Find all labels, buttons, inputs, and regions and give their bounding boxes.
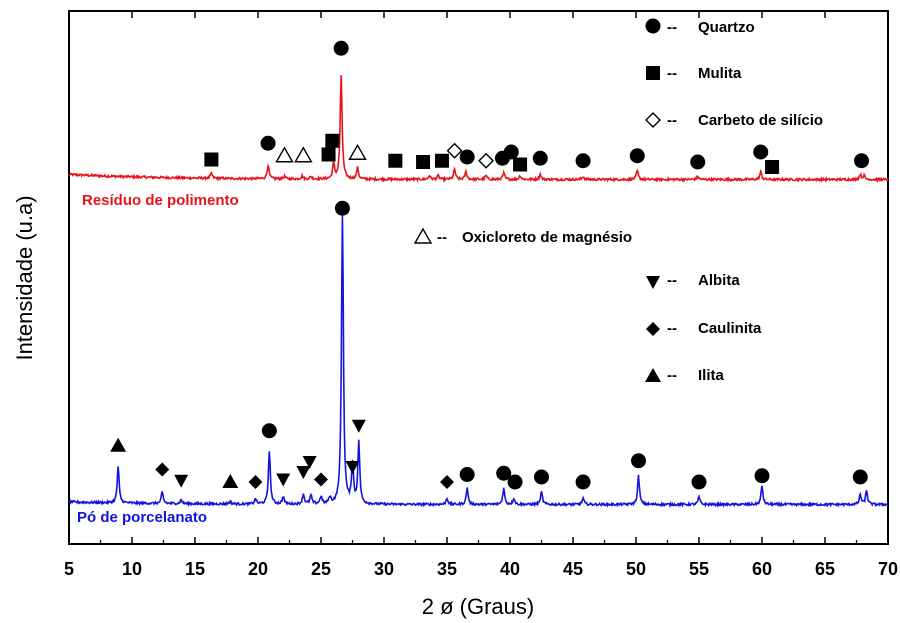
phase-marker-square	[325, 133, 340, 148]
phase-marker-square	[388, 153, 403, 168]
phase-marker-diamond	[248, 475, 263, 489]
legend-dash: --	[437, 229, 447, 246]
phase-marker-square	[204, 152, 219, 167]
phase-marker-square	[765, 160, 780, 174]
series-line	[68, 75, 889, 184]
phase-marker-circle	[459, 467, 475, 482]
phase-marker-circle	[854, 153, 870, 169]
phase-marker-square	[513, 157, 528, 172]
phase-marker-triangle	[645, 368, 661, 382]
x-tick-label: 20	[248, 559, 268, 579]
phase-marker-circle	[261, 423, 277, 439]
legend-dash: --	[667, 320, 677, 337]
phase-marker-circle	[334, 200, 350, 216]
x-tick-label: 30	[374, 559, 394, 579]
series-line	[68, 214, 889, 509]
phase-marker-triangle-open	[413, 227, 433, 244]
series-porcelanato	[68, 214, 889, 509]
legend-dash: --	[667, 367, 677, 384]
phase-marker-circle	[753, 144, 769, 160]
phase-marker-triangle-open	[348, 143, 367, 160]
phase-marker-circle	[532, 150, 548, 166]
phase-marker-circle	[631, 453, 647, 469]
phase-marker-triangle-down	[345, 461, 360, 474]
x-tick-label: 60	[752, 559, 772, 579]
phase-marker-circle	[852, 469, 868, 485]
phase-marker-diamond-open	[645, 112, 661, 128]
phase-marker-circle	[629, 148, 645, 164]
phase-marker-circle	[459, 149, 475, 165]
legend-label: Caulinita	[698, 320, 762, 337]
phase-marker-circle	[690, 154, 706, 170]
phase-marker-triangle-open	[275, 146, 294, 163]
x-tick-label: 35	[437, 559, 457, 579]
x-tick-label: 65	[815, 559, 835, 579]
x-axis-ticks: 5 10 15 20 25 30 35 40 45 50 55 60 65 70	[64, 11, 898, 579]
legend-label: Oxicloreto de magnésio	[462, 229, 632, 246]
legend-dash: --	[667, 112, 677, 129]
legend-label: Albita	[698, 272, 740, 289]
phase-marker-square	[416, 155, 431, 169]
phase-marker-circle	[754, 468, 770, 484]
legend-label: Ilita	[698, 367, 724, 384]
x-tick-label: 50	[626, 559, 646, 579]
phase-marker-circle	[534, 469, 549, 485]
phase-marker-square	[646, 66, 660, 80]
x-tick-label: 55	[689, 559, 709, 579]
phase-marker-triangle-down	[296, 466, 311, 479]
plot-area-frame	[68, 10, 889, 545]
phase-marker-triangle	[110, 437, 127, 452]
phase-marker-triangle-down	[174, 474, 189, 488]
x-tick-label: 10	[122, 559, 142, 579]
phase-marker-triangle-open	[294, 146, 313, 163]
legend-label: Quartzo	[698, 19, 755, 36]
series-label-residuo: Resíduo de polimento	[82, 192, 239, 209]
phase-marker-circle	[333, 40, 349, 56]
phase-marker-diamond-open	[478, 152, 495, 169]
phase-marker-circle	[575, 474, 591, 490]
phase-marker-diamond-open	[446, 142, 463, 159]
phase-marker-circle	[691, 474, 707, 490]
phase-marker-triangle-down	[646, 276, 660, 289]
phase-marker-triangle	[222, 474, 239, 488]
phase-marker-circle	[503, 144, 519, 160]
x-tick-label: 45	[563, 559, 583, 579]
legend-dash: --	[667, 65, 677, 82]
series-label-porcelanato: Pó de porcelanato	[77, 509, 207, 526]
x-tick-label: 15	[185, 559, 205, 579]
phase-marker-circle	[575, 153, 591, 169]
phase-marker-circle	[645, 18, 661, 34]
phase-marker-circle	[496, 465, 512, 481]
y-axis-title: Intensidade (u.a)	[12, 195, 37, 360]
phase-marker-square	[321, 147, 336, 162]
x-tick-label: 5	[64, 559, 74, 579]
x-tick-label: 70	[878, 559, 898, 579]
legend-label: Carbeto de silício	[698, 112, 823, 129]
phase-marker-triangle-down	[351, 419, 366, 433]
phase-marker-diamond	[646, 322, 660, 336]
phase-marker-diamond	[155, 462, 170, 477]
phase-markers	[110, 40, 870, 490]
x-axis-title: 2 ø (Graus)	[422, 594, 534, 619]
phase-marker-diamond	[314, 472, 328, 487]
phase-marker-circle	[507, 474, 523, 490]
legend-dash: --	[667, 272, 677, 289]
series-residuo	[68, 75, 889, 184]
legend: -- Quartzo -- Mulita -- Carbeto de silício -- O…	[413, 18, 823, 384]
phase-marker-circle	[260, 135, 276, 151]
phase-marker-square	[434, 153, 449, 168]
phase-marker-triangle-down	[302, 456, 317, 469]
x-tick-label: 40	[500, 559, 520, 579]
legend-label: Mulita	[698, 65, 742, 82]
legend-dash: --	[667, 19, 677, 36]
phase-marker-triangle-down	[276, 473, 291, 487]
phase-marker-diamond	[440, 475, 454, 489]
x-tick-label: 25	[311, 559, 331, 579]
